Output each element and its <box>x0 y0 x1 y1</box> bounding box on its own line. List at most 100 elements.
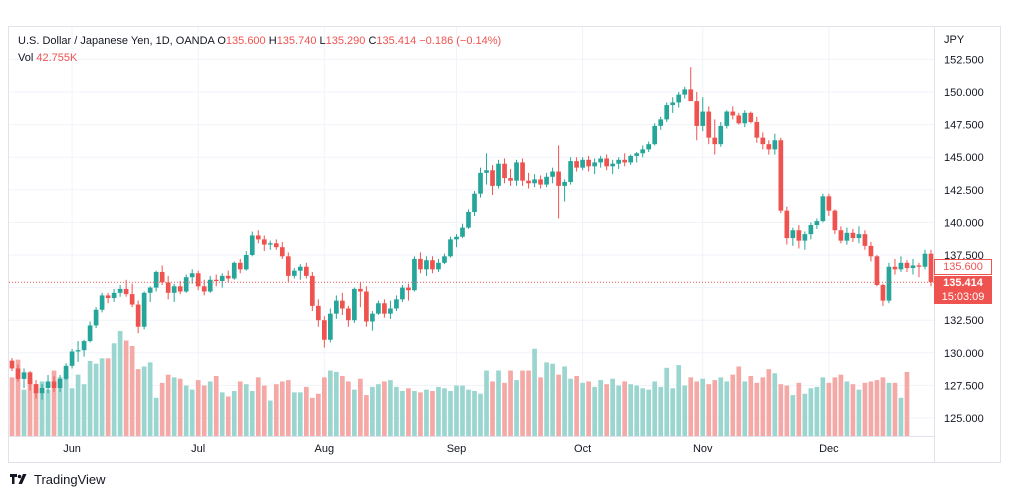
volume-bar <box>376 384 381 436</box>
volume-bar <box>514 380 519 436</box>
candle-body <box>478 172 483 194</box>
candle-body <box>814 221 820 226</box>
volume-bar <box>430 391 435 436</box>
close-value: 135.414 <box>376 35 417 47</box>
candle-body <box>129 294 135 305</box>
candle-body <box>562 181 567 186</box>
candle-body <box>538 179 543 185</box>
candle-body <box>646 144 652 150</box>
y-tick-label: 125.000 <box>944 413 984 425</box>
candle-body <box>165 282 171 293</box>
volume-bar <box>27 378 33 436</box>
volume-bar <box>736 366 742 436</box>
candle-body <box>267 243 273 245</box>
volume-bar <box>544 362 549 436</box>
volume-bar <box>51 370 57 436</box>
candle-body <box>712 137 718 145</box>
symbol-legend: U.S. Dollar / Japanese Yen, 1D, OANDA O1… <box>18 35 501 47</box>
candle-body <box>153 271 159 288</box>
candle-body <box>213 279 219 282</box>
volume-bar <box>21 389 27 436</box>
candle-body <box>123 288 129 295</box>
volume-bar <box>81 384 87 436</box>
volume-bar <box>886 382 892 436</box>
close-label: C <box>368 35 377 47</box>
volume-bar <box>778 384 784 436</box>
candle-body <box>9 360 15 369</box>
candle-body <box>682 89 688 95</box>
volume-bar <box>334 371 339 436</box>
volume-bar <box>147 362 153 436</box>
volume-bar <box>69 388 75 436</box>
volume-bar <box>15 359 21 436</box>
candle-body <box>676 94 682 103</box>
volume-bar <box>436 386 441 436</box>
candle-body <box>928 253 934 283</box>
candle-body <box>201 286 207 292</box>
volume-bar <box>628 384 634 436</box>
candle-body <box>760 137 766 145</box>
volume-bar <box>243 384 249 436</box>
candlestick-chart[interactable]: 125.000127.500130.000132.500135.000137.5… <box>0 0 1012 470</box>
candle-body <box>105 295 111 299</box>
candle-body <box>400 287 405 300</box>
volume-bar <box>303 386 309 436</box>
volume-bar <box>129 346 135 436</box>
candle-body <box>189 273 195 278</box>
volume-bar <box>63 370 69 436</box>
volume-bar <box>442 388 447 436</box>
volume-bar <box>231 391 237 436</box>
candle-body <box>790 230 796 239</box>
low-label: L <box>319 35 326 47</box>
candle-body <box>225 275 231 279</box>
candle-body <box>436 262 441 270</box>
volume-bar <box>141 366 147 436</box>
candle-body <box>177 286 183 292</box>
candle-body <box>700 111 706 126</box>
volume-bar <box>105 358 111 436</box>
candle-body <box>706 111 712 138</box>
candle-body <box>195 273 201 287</box>
candle-body <box>99 295 105 310</box>
candle-body <box>904 262 910 269</box>
volume-bar <box>610 378 615 436</box>
volume-bar <box>538 377 543 436</box>
volume-bar <box>135 369 141 436</box>
open-price-tag: 135.600 <box>934 259 992 275</box>
volume-bar <box>454 385 459 436</box>
volume-bar <box>496 370 501 436</box>
volume-bar <box>33 385 39 436</box>
candle-body <box>315 305 321 321</box>
volume-bar <box>400 391 405 436</box>
volume-bar <box>75 374 81 436</box>
volume-bar <box>328 370 333 436</box>
volume-bar <box>850 384 856 436</box>
volume-bar <box>796 382 802 436</box>
candle-body <box>309 275 315 306</box>
candle-body <box>460 227 465 237</box>
candle-body <box>231 262 237 279</box>
volume-bar <box>111 343 117 436</box>
candle-body <box>261 239 267 245</box>
candle-body <box>394 299 399 309</box>
candle-body <box>291 270 297 276</box>
candle-body <box>574 161 579 168</box>
candle-body <box>670 102 676 106</box>
candle-body <box>418 258 423 270</box>
volume-bar <box>490 381 495 436</box>
candle-body <box>376 303 381 314</box>
volume-bar <box>45 389 51 436</box>
volume-bar <box>898 397 904 436</box>
candle-body <box>610 163 615 167</box>
candle-body <box>81 341 87 351</box>
volume-bar <box>484 370 489 436</box>
volume-bar <box>772 373 778 436</box>
candle-body <box>598 158 603 163</box>
candle-body <box>364 291 369 322</box>
volume-bar <box>424 389 429 436</box>
tradingview-logo[interactable]: TradingView <box>10 472 106 487</box>
candle-body <box>772 140 778 150</box>
volume-bar <box>616 385 622 436</box>
candle-body <box>616 159 622 164</box>
y-tick-label: 152.500 <box>944 54 984 66</box>
